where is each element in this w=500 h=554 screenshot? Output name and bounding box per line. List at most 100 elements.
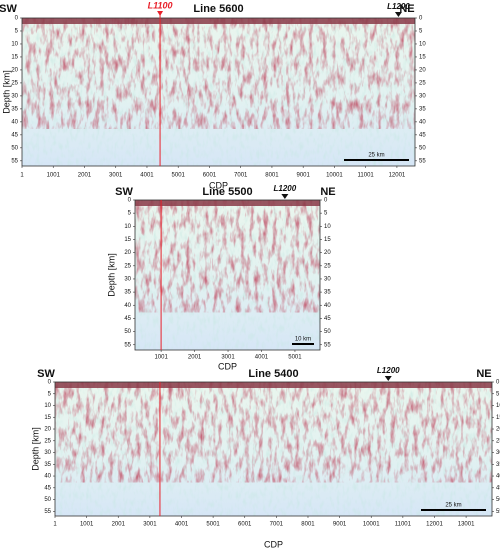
y-tick-label: 5 bbox=[324, 211, 328, 217]
y-tick-label: 45 bbox=[11, 132, 18, 138]
direction-right: NE bbox=[320, 186, 335, 198]
y-tick-label: 45 bbox=[124, 316, 131, 322]
direction-right: NE bbox=[399, 3, 414, 15]
y-tick-label: 50 bbox=[124, 329, 131, 335]
y-tick-label: 40 bbox=[419, 119, 426, 125]
panel-title: Line 5500 bbox=[202, 186, 252, 198]
y-tick-label: 30 bbox=[44, 450, 51, 456]
x-tick-label: 2001 bbox=[112, 522, 126, 528]
direction-left: SW bbox=[37, 368, 55, 380]
x-tick-label: 10001 bbox=[326, 173, 343, 179]
section-reflectivity bbox=[55, 382, 492, 483]
y-tick-label: 20 bbox=[124, 250, 131, 256]
x-tick-label: 8001 bbox=[265, 173, 279, 179]
y-tick-label: 35 bbox=[496, 462, 500, 468]
y-tick-label: 50 bbox=[496, 497, 500, 503]
y-tick-label: 15 bbox=[11, 55, 18, 61]
y-tick-label: 0 bbox=[496, 380, 500, 386]
x-tick-label: 3001 bbox=[109, 173, 123, 179]
direction-left: SW bbox=[115, 186, 133, 198]
plot-frame bbox=[21, 17, 416, 167]
y-tick-label: 25 bbox=[124, 263, 131, 269]
section-reflectivity bbox=[22, 18, 415, 129]
x-tick-label: 11001 bbox=[358, 173, 375, 179]
y-tick-label: 10 bbox=[124, 224, 131, 230]
marker-label: L1200 bbox=[274, 184, 297, 193]
y-tick-label: 35 bbox=[324, 290, 331, 296]
plot-frame bbox=[54, 381, 493, 517]
x-tick-label: 7001 bbox=[234, 173, 248, 179]
y-tick-label: 10 bbox=[496, 403, 500, 409]
x-tick-label: 12001 bbox=[389, 173, 406, 179]
marker-label: L1200 bbox=[377, 366, 400, 375]
x-tick-label: 10001 bbox=[363, 522, 380, 528]
y-tick-label: 20 bbox=[496, 427, 500, 433]
y-tick-label: 25 bbox=[44, 438, 51, 444]
surface-band bbox=[55, 382, 492, 388]
x-tick-label: 6001 bbox=[203, 173, 217, 179]
x-axis-label: CDP bbox=[264, 539, 283, 549]
y-tick-label: 35 bbox=[44, 462, 51, 468]
scale-bar bbox=[344, 159, 409, 161]
marker-label: L1200 bbox=[387, 2, 410, 11]
y-tick-label: 50 bbox=[44, 497, 51, 503]
y-tick-label: 10 bbox=[324, 224, 331, 230]
y-tick-label: 15 bbox=[496, 415, 500, 421]
x-tick-label: 4001 bbox=[140, 173, 154, 179]
x-tick-label: 1 bbox=[53, 522, 57, 528]
x-tick-label: 2001 bbox=[188, 355, 202, 361]
y-tick-label: 20 bbox=[419, 68, 426, 74]
y-tick-label: 50 bbox=[11, 145, 18, 151]
y-tick-label: 40 bbox=[124, 303, 131, 309]
x-tick-label: 3001 bbox=[143, 522, 157, 528]
y-tick-label: 0 bbox=[128, 198, 132, 204]
scale-bar bbox=[421, 509, 486, 511]
y-tick-label: 30 bbox=[496, 450, 500, 456]
y-tick-label: 5 bbox=[15, 29, 19, 35]
direction-left: SW bbox=[0, 3, 17, 15]
x-tick-label: 1001 bbox=[154, 355, 168, 361]
y-axis-label: Depth [km] bbox=[106, 253, 116, 297]
x-tick-label: 2001 bbox=[78, 173, 92, 179]
x-tick-label: 4001 bbox=[175, 522, 189, 528]
y-tick-label: 45 bbox=[496, 485, 500, 491]
scale-bar-label: 25 km bbox=[368, 153, 384, 159]
y-axis-label: Depth [km] bbox=[30, 427, 40, 471]
marker-triangle bbox=[281, 194, 289, 199]
y-tick-label: 20 bbox=[44, 427, 51, 433]
y-tick-label: 45 bbox=[419, 132, 426, 138]
scale-bar-label: 10 km bbox=[295, 337, 311, 343]
x-tick-label: 13001 bbox=[458, 522, 475, 528]
x-axis-label: CDP bbox=[209, 180, 228, 190]
y-tick-label: 20 bbox=[324, 250, 331, 256]
surface-band bbox=[135, 200, 320, 206]
y-tick-label: 15 bbox=[324, 237, 331, 243]
x-tick-label: 9001 bbox=[333, 522, 347, 528]
crossing-label: L1100 bbox=[148, 0, 173, 10]
y-tick-label: 50 bbox=[324, 329, 331, 335]
x-axis-label: CDP bbox=[218, 361, 237, 371]
y-tick-label: 15 bbox=[419, 55, 426, 61]
y-tick-label: 0 bbox=[324, 198, 328, 204]
y-tick-label: 5 bbox=[48, 391, 52, 397]
scale-bar bbox=[292, 343, 314, 345]
y-tick-label: 55 bbox=[124, 342, 131, 348]
y-tick-label: 15 bbox=[44, 415, 51, 421]
x-tick-label: 1 bbox=[20, 173, 24, 179]
y-tick-label: 50 bbox=[419, 145, 426, 151]
y-tick-label: 10 bbox=[419, 42, 426, 48]
x-tick-label: 5001 bbox=[172, 173, 186, 179]
y-tick-label: 55 bbox=[44, 509, 51, 515]
x-tick-label: 3001 bbox=[221, 355, 235, 361]
direction-right: NE bbox=[476, 368, 491, 380]
y-tick-label: 25 bbox=[11, 80, 18, 86]
y-tick-label: 20 bbox=[11, 68, 18, 74]
y-tick-label: 40 bbox=[11, 119, 18, 125]
y-tick-label: 40 bbox=[496, 474, 500, 480]
scale-bar-label: 25 km bbox=[445, 503, 461, 509]
y-tick-label: 55 bbox=[324, 342, 331, 348]
x-tick-label: 1001 bbox=[80, 522, 94, 528]
y-tick-label: 5 bbox=[419, 29, 423, 35]
